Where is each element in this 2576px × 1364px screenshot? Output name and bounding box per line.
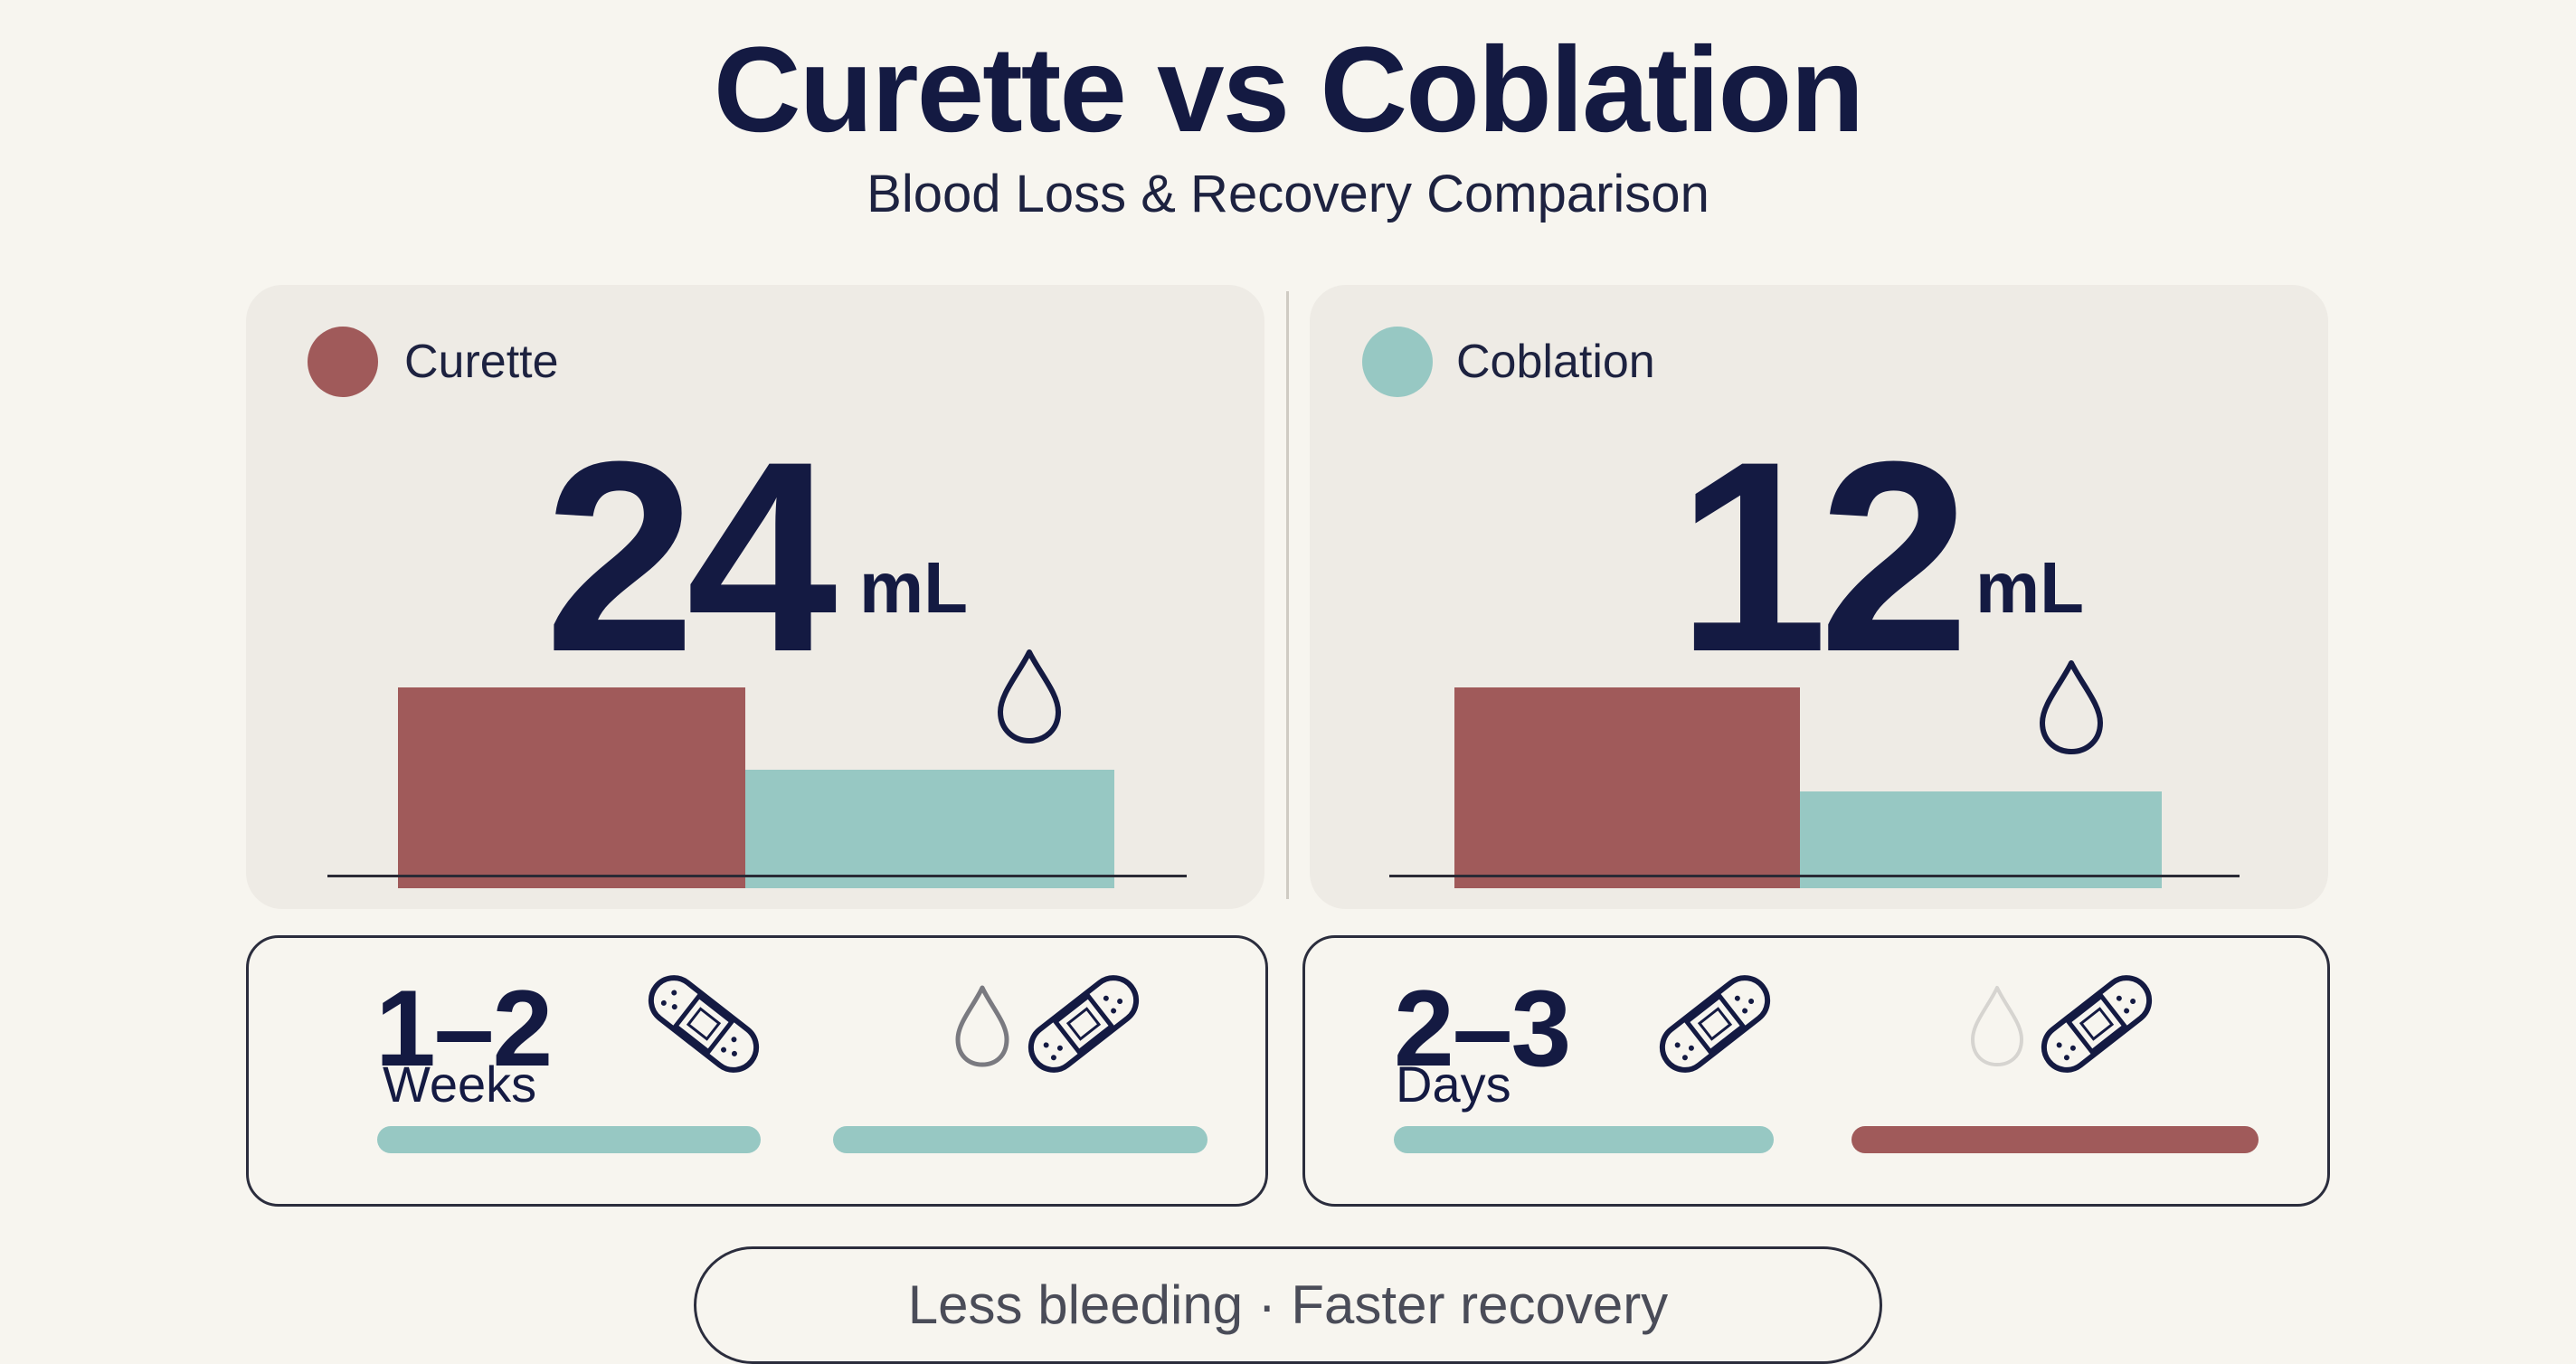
recovery-bar [1394, 1126, 1774, 1153]
recovery-bar [1852, 1126, 2259, 1153]
page-title: Curette vs Coblation [713, 23, 1864, 157]
droplet-icon [998, 649, 1061, 744]
curette-blood-loss-value: 24 [545, 404, 838, 708]
recovery-bar [377, 1126, 761, 1153]
coblation-legend-label: Coblation [1456, 336, 1655, 388]
curette-legend-dot [308, 327, 378, 397]
coblation-blood-loss-value: 12 [1677, 404, 1970, 708]
droplet-icon [2040, 660, 2103, 754]
coblation-blood-loss-unit: mL [1975, 547, 2084, 628]
bandage-icon [1659, 975, 1771, 1073]
chart-baseline [1389, 875, 2240, 877]
coblation-recovery-unit: Days [1396, 1056, 1511, 1113]
coblation-panel: Coblation 12 mL [1310, 285, 2328, 909]
coblation-recovery-card: 2–3 Days [1302, 935, 2330, 1207]
chart-baseline [327, 875, 1187, 877]
droplet-icon [1971, 986, 2023, 1066]
summary-pill: Less bleeding · Faster recovery [694, 1246, 1882, 1364]
coblation-recovery-number: 2–3 [1394, 968, 1571, 1089]
panel-divider [1286, 291, 1289, 899]
droplet-icon [955, 985, 1009, 1067]
curette-legend-label: Curette [404, 336, 559, 388]
curette-recovery-number: 1–2 [375, 968, 553, 1089]
curette-blood-loss-unit: mL [859, 547, 968, 628]
coblation-bar [745, 770, 1114, 888]
curette-bar [398, 687, 745, 888]
curette-bar [1454, 687, 1800, 888]
summary-text: Less bleeding · Faster recovery [907, 1274, 1669, 1335]
curette-recovery-unit: Weeks [383, 1056, 537, 1113]
bandage-icon [1028, 975, 1140, 1073]
curette-recovery-card: 1–2 Weeks [246, 935, 1268, 1207]
recovery-bar [833, 1126, 1208, 1153]
bandage-icon [2041, 975, 2153, 1073]
page-subtitle: Blood Loss & Recovery Comparison [867, 165, 1709, 223]
curette-panel: Curette 24 mL [246, 285, 1264, 909]
coblation-legend-dot [1362, 327, 1433, 397]
coblation-bar [1800, 791, 2162, 888]
bandage-icon [648, 975, 760, 1073]
